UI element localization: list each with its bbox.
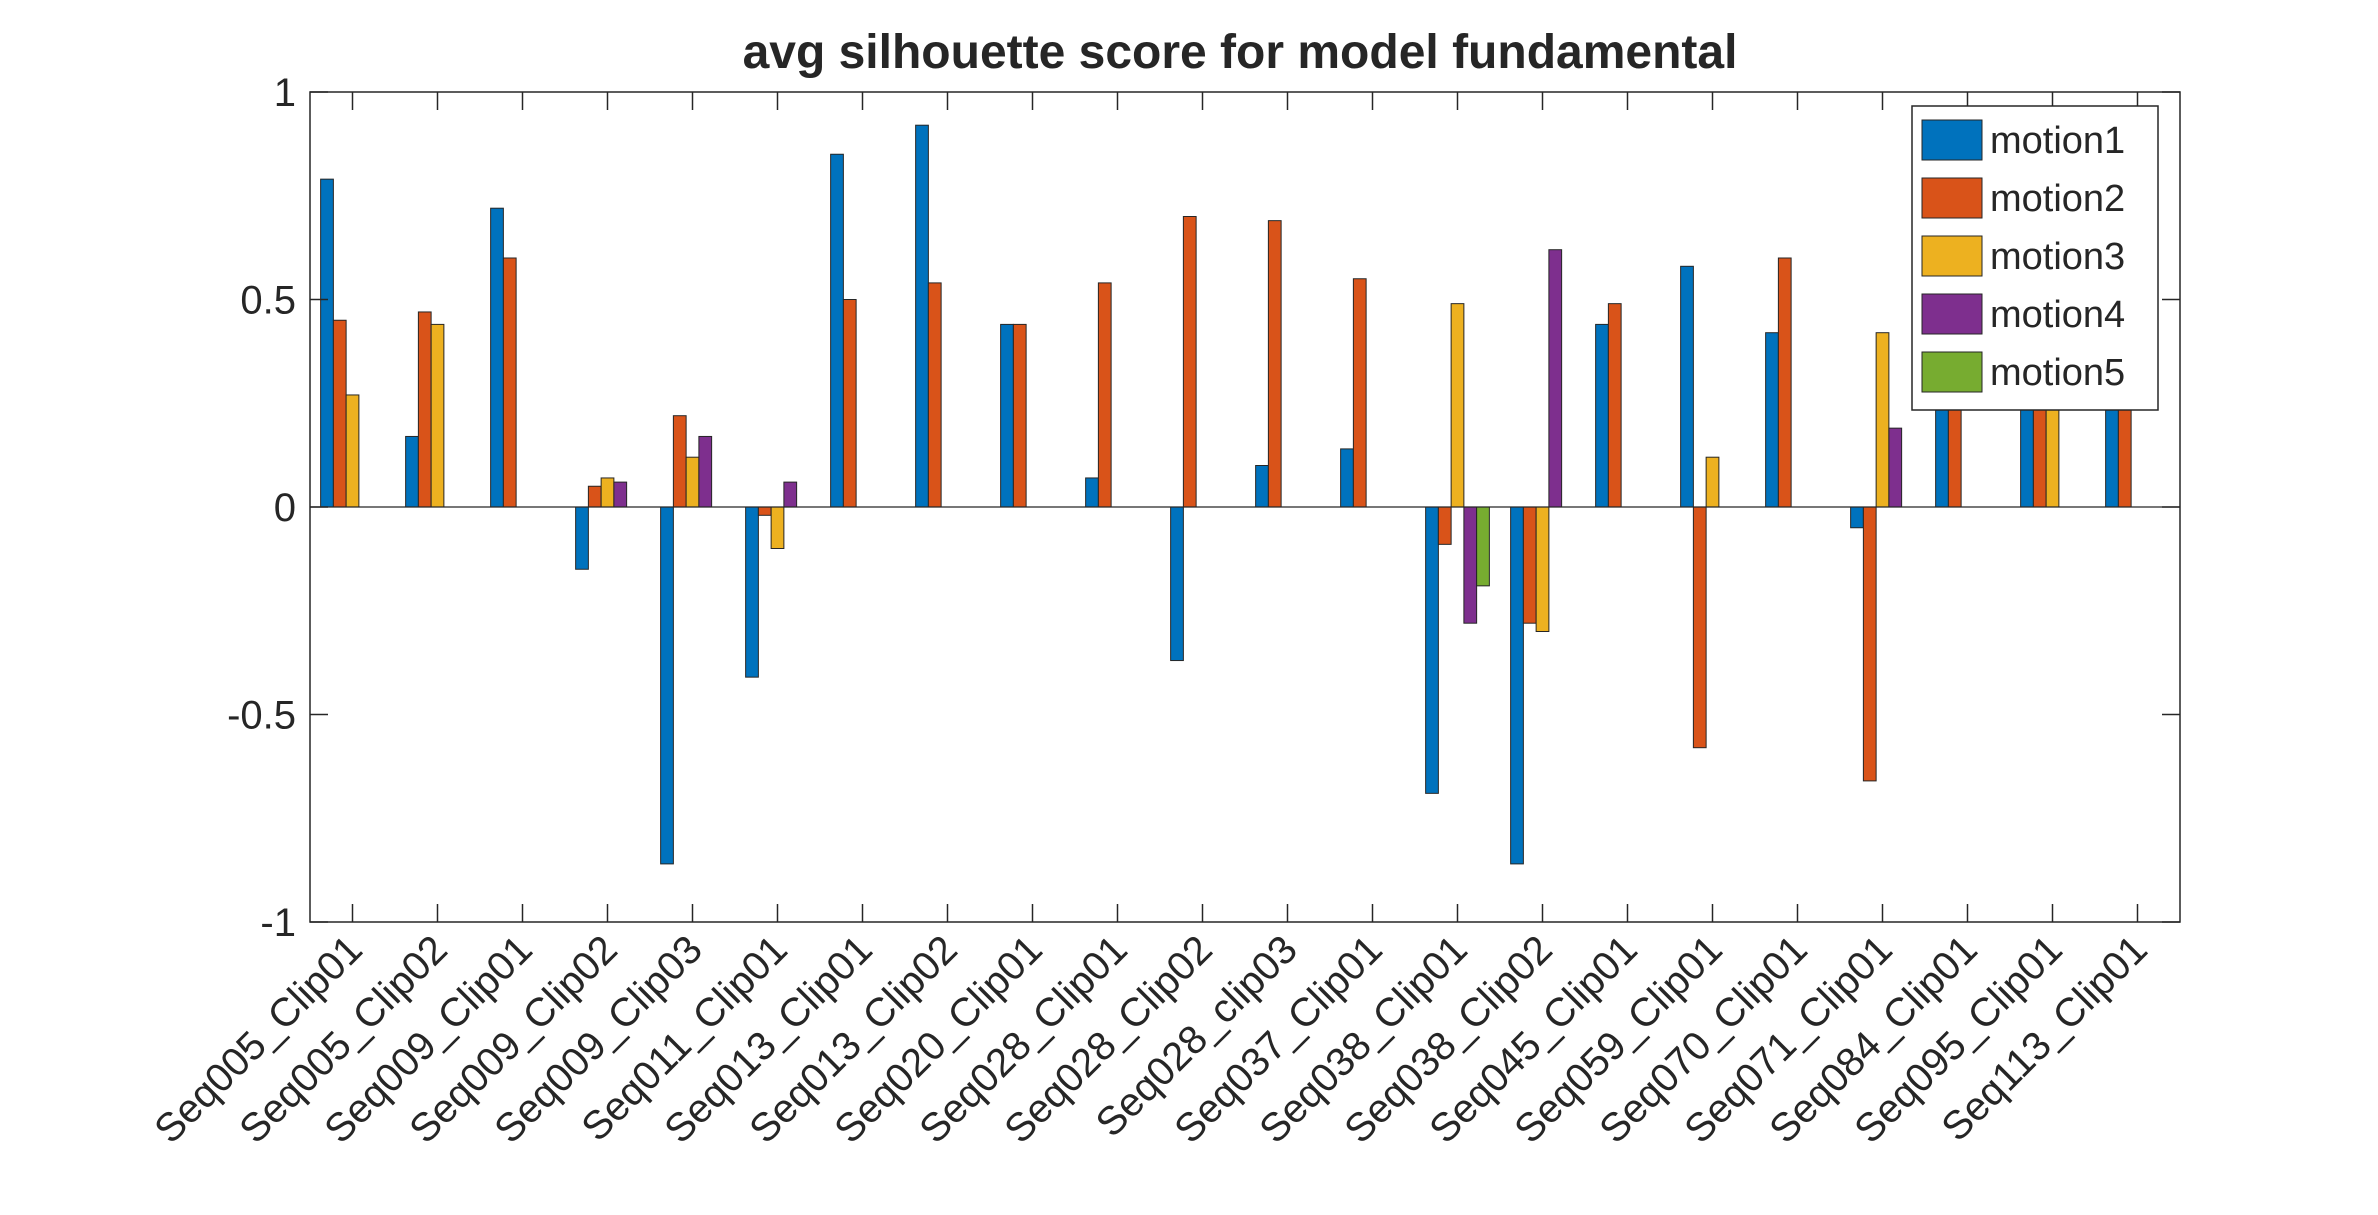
bar-motion2-Seq009_Clip02: [587, 485, 602, 508]
bar-motion2-Seq013_Clip01: [842, 299, 857, 508]
bar-motion3-Seq011_Clip01: [770, 506, 785, 549]
bar-motion5-Seq038_Clip01: [1476, 506, 1490, 587]
bar-motion1-Seq038_Clip02: [1510, 506, 1524, 865]
y-tick-label: 0: [274, 486, 296, 530]
legend-label-motion1: motion1: [1990, 120, 2125, 162]
bar-motion2-Seq028_Clip01: [1097, 282, 1112, 508]
bar-motion1-Seq009_Clip03: [660, 506, 674, 865]
bar-motion2-Seq028_clip03: [1267, 220, 1282, 508]
bar-motion2-Seq009_Clip01: [502, 257, 517, 508]
bar-motion2-Seq038_Clip01: [1437, 506, 1452, 545]
bar-motion1-Seq009_Clip01: [490, 207, 504, 508]
bar-motion1-Seq028_clip03: [1255, 465, 1269, 508]
bar-motion1-Seq059_Clip01: [1680, 265, 1694, 508]
bar-motion3-Seq009_Clip03: [685, 456, 700, 508]
bar-motion3-Seq005_Clip01: [345, 394, 360, 508]
bar-motion4-Seq011_Clip01: [783, 481, 798, 508]
bar-motion2-Seq045_Clip01: [1607, 303, 1622, 508]
y-tick-label: 1: [274, 71, 296, 115]
bar-motion2-Seq013_Clip02: [927, 282, 942, 508]
bar-motion2-Seq059_Clip01: [1692, 506, 1707, 749]
legend-swatch-motion4: [1921, 293, 1983, 335]
bar-motion3-Seq009_Clip02: [600, 477, 615, 508]
bar-motion4-Seq009_Clip03: [698, 435, 713, 508]
legend-swatch-motion2: [1921, 177, 1983, 219]
bar-motion2-Seq071_Clip01: [1862, 506, 1877, 782]
bar-motion2-Seq009_Clip03: [672, 415, 687, 508]
bar-motion3-Seq071_Clip01: [1875, 332, 1890, 508]
bar-motion1-Seq013_Clip01: [830, 153, 844, 508]
bar-motion1-Seq070_Clip01: [1765, 332, 1779, 508]
y-tick-label: -1: [260, 901, 296, 945]
bar-motion2-Seq038_Clip02: [1522, 506, 1537, 624]
bar-motion4-Seq038_Clip01: [1463, 506, 1478, 624]
bar-motion4-Seq009_Clip02: [613, 481, 628, 508]
chart-title: avg silhouette score for model fundament…: [743, 26, 1738, 79]
legend: motion1 motion2 motion3 motion4 motion5: [1911, 105, 2159, 411]
bar-motion1-Seq005_Clip02: [405, 435, 419, 508]
bar-motion3-Seq059_Clip01: [1705, 456, 1720, 508]
bar-motion1-Seq013_Clip02: [915, 124, 929, 508]
bars-layer: [320, 124, 2132, 865]
y-tick-label: 0.5: [240, 279, 296, 323]
bar-motion4-Seq038_Clip02: [1548, 249, 1563, 508]
legend-label-motion5: motion5: [1990, 352, 2125, 394]
bar-motion3-Seq005_Clip02: [430, 323, 445, 508]
bar-motion1-Seq045_Clip01: [1595, 323, 1609, 508]
bar-motion2-Seq037_Clip01: [1352, 278, 1367, 508]
legend-label-motion2: motion2: [1990, 178, 2125, 220]
bar-motion3-Seq038_Clip02: [1535, 506, 1550, 632]
bar-motion4-Seq071_Clip01: [1888, 427, 1903, 508]
legend-swatch-motion1: [1921, 119, 1983, 161]
bar-motion1-Seq020_Clip01: [1000, 323, 1014, 508]
bar-motion2-Seq005_Clip01: [332, 319, 347, 508]
bar-motion1-Seq005_Clip01: [320, 178, 334, 508]
bar-motion3-Seq038_Clip01: [1450, 303, 1465, 508]
bar-motion1-Seq011_Clip01: [745, 506, 759, 678]
bar-motion2-Seq070_Clip01: [1777, 257, 1792, 508]
bar-motion2-Seq005_Clip02: [417, 311, 432, 508]
legend-swatch-motion3: [1921, 235, 1983, 277]
bar-motion1-Seq071_Clip01: [1850, 506, 1864, 529]
axes-layer: -1-0.500.51Seq005_Clip01Seq005_Clip02Seq…: [146, 71, 2181, 1152]
bar-motion2-Seq020_Clip01: [1012, 323, 1027, 508]
bar-motion2-Seq028_Clip02: [1182, 216, 1197, 508]
y-tick-label: -0.5: [227, 694, 296, 738]
bar-motion1-Seq038_Clip01: [1425, 506, 1439, 794]
bar-motion1-Seq037_Clip01: [1340, 448, 1354, 508]
bar-motion1-Seq028_Clip02: [1170, 506, 1184, 662]
legend-label-motion4: motion4: [1990, 294, 2125, 336]
bar-motion1-Seq009_Clip02: [575, 506, 589, 570]
bar-motion2-Seq011_Clip01: [757, 506, 772, 516]
legend-label-motion3: motion3: [1990, 236, 2125, 278]
bar-motion1-Seq028_Clip01: [1085, 477, 1099, 508]
legend-swatch-motion5: [1921, 351, 1983, 393]
